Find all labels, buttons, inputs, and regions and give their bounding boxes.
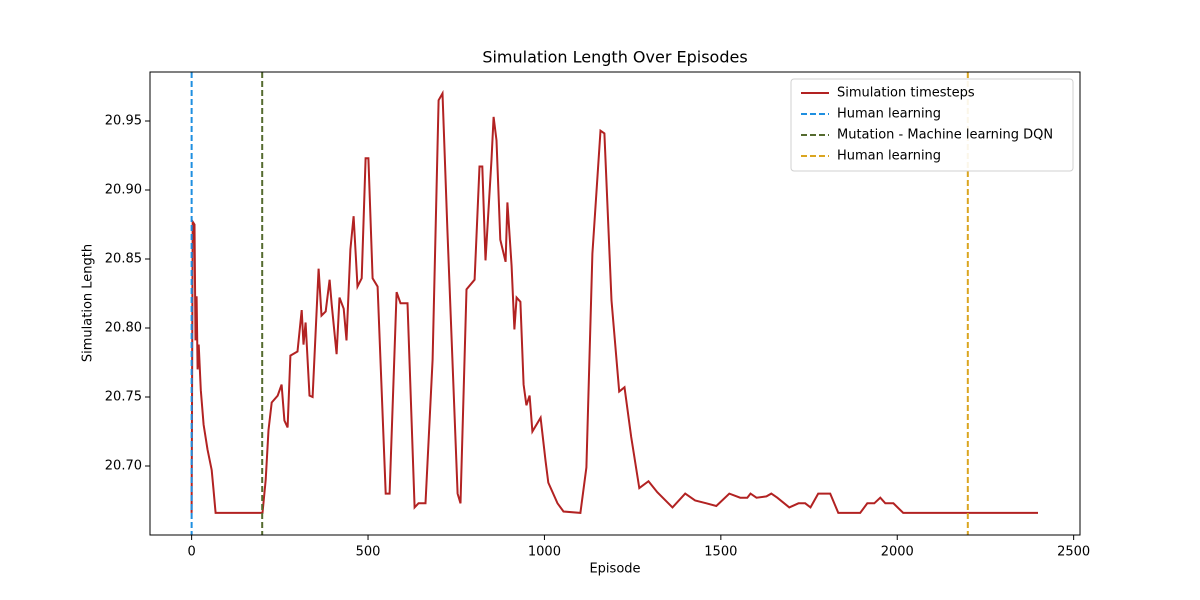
legend-label: Human learning (837, 149, 941, 164)
x-tick-label: 2500 (1057, 545, 1090, 560)
y-tick-label: 20.80 (105, 320, 142, 335)
x-axis-label: Episode (589, 562, 640, 577)
y-axis-label: Simulation Length (81, 244, 96, 362)
data-line (190, 89, 1038, 514)
y-tick-label: 20.70 (105, 458, 142, 473)
y-tick-label: 20.85 (105, 251, 142, 266)
y-tick-label: 20.90 (105, 182, 142, 197)
plot-frame (149, 71, 1081, 536)
legend-label: Human learning (837, 107, 941, 122)
x-tick-label: 1500 (704, 545, 737, 560)
x-tick-label: 0 (187, 545, 195, 560)
x-tick-label: 2000 (881, 545, 914, 560)
legend-label: Simulation timesteps (837, 86, 975, 101)
x-tick-label: 1000 (528, 545, 561, 560)
legend-box (790, 78, 1074, 172)
y-tick-label: 20.75 (105, 389, 142, 404)
y-tick-label: 20.95 (105, 113, 142, 128)
legend-label: Mutation - Machine learning DQN (837, 128, 1053, 143)
x-tick-label: 500 (356, 545, 381, 560)
chart-title: Simulation Length Over Episodes (482, 48, 747, 67)
